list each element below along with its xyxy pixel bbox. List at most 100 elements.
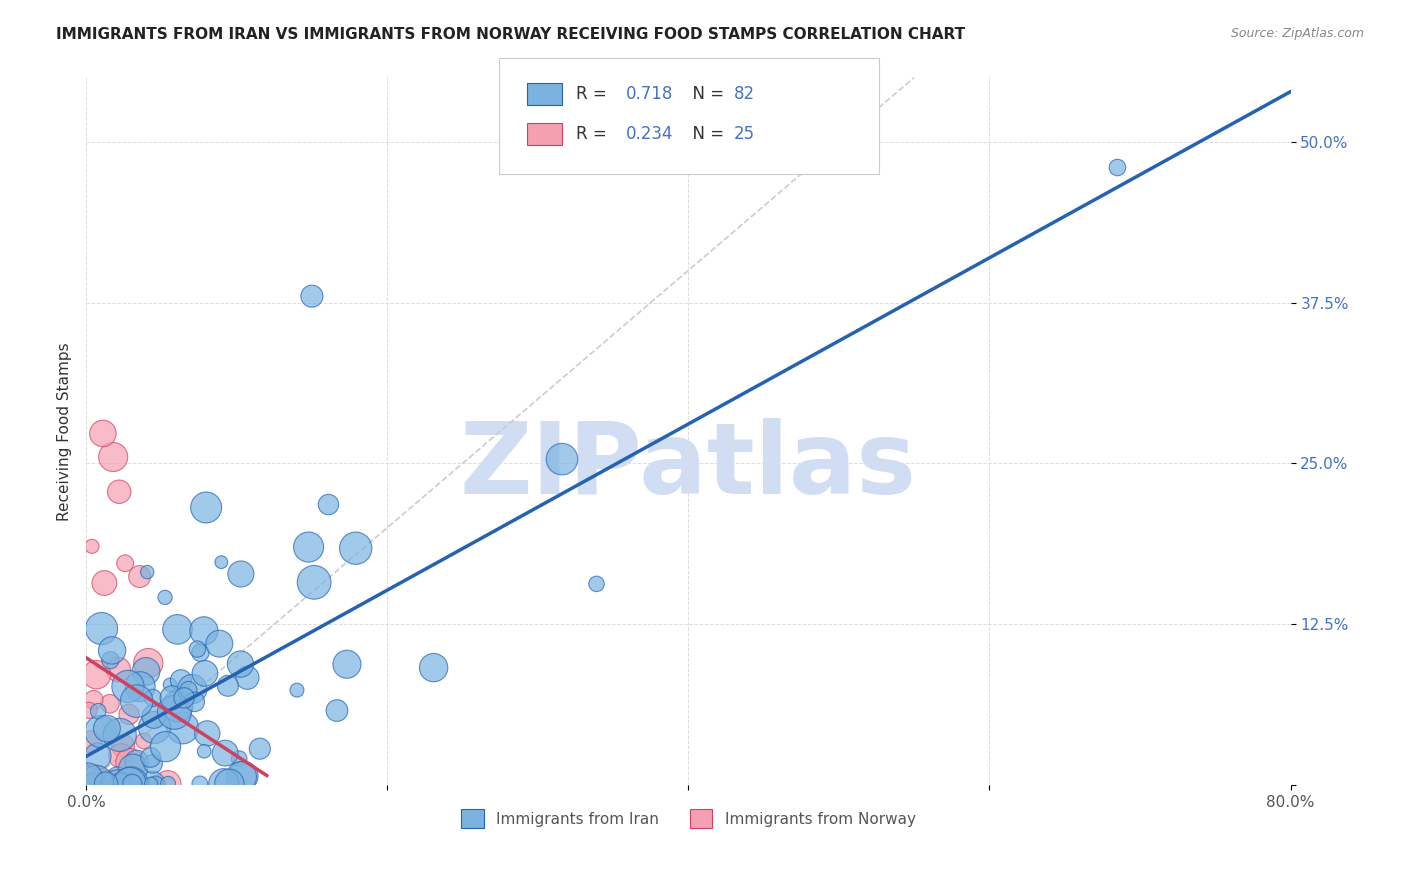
Text: N =: N = — [682, 85, 730, 103]
Point — [214, 746, 236, 760]
Point — [93, 576, 115, 591]
Point — [194, 666, 217, 681]
Point — [195, 500, 218, 515]
Point — [90, 622, 112, 636]
Text: ZIPatlas: ZIPatlas — [460, 418, 917, 516]
Point — [188, 777, 211, 791]
Text: R =: R = — [576, 85, 613, 103]
Point — [90, 724, 112, 739]
Text: Source: ZipAtlas.com: Source: ZipAtlas.com — [1230, 27, 1364, 40]
Text: 25: 25 — [734, 125, 755, 143]
Point — [128, 569, 150, 583]
Point — [142, 756, 165, 771]
Point — [344, 541, 367, 556]
Point — [136, 656, 159, 670]
Point — [80, 539, 103, 553]
Y-axis label: Receiving Food Stamps: Receiving Food Stamps — [58, 342, 72, 521]
Point — [157, 777, 180, 791]
Point — [181, 681, 204, 696]
Point — [82, 777, 104, 791]
Point — [94, 777, 117, 791]
Point — [121, 777, 143, 791]
Point — [98, 653, 121, 667]
Point — [318, 498, 340, 512]
Point — [209, 555, 232, 569]
Point — [124, 777, 146, 791]
Point — [186, 642, 208, 657]
Point — [229, 566, 252, 581]
Point — [208, 637, 231, 651]
Point — [117, 680, 139, 694]
Point — [145, 777, 167, 791]
Point — [249, 741, 271, 756]
Legend: Immigrants from Iran, Immigrants from Norway: Immigrants from Iran, Immigrants from No… — [456, 803, 922, 834]
Point — [108, 484, 131, 499]
Point — [301, 289, 323, 303]
Point — [97, 777, 120, 791]
Point — [229, 657, 252, 672]
Point — [91, 426, 114, 441]
Point — [83, 693, 105, 707]
Point — [228, 751, 250, 765]
Text: IMMIGRANTS FROM IRAN VS IMMIGRANTS FROM NORWAY RECEIVING FOOD STAMPS CORRELATION: IMMIGRANTS FROM IRAN VS IMMIGRANTS FROM … — [56, 27, 966, 42]
Point — [155, 739, 177, 754]
Point — [302, 575, 325, 590]
Point — [125, 694, 148, 708]
Point — [139, 750, 162, 764]
Point — [77, 703, 100, 717]
Point — [153, 591, 176, 605]
Text: N =: N = — [682, 125, 730, 143]
Point — [285, 683, 308, 698]
Point — [77, 770, 100, 784]
Point — [336, 657, 359, 672]
Point — [551, 452, 574, 467]
Point — [107, 663, 129, 677]
Point — [326, 704, 349, 718]
Point — [1107, 161, 1129, 175]
Point — [297, 540, 319, 554]
Point — [83, 772, 105, 787]
Point — [190, 646, 212, 660]
Point — [112, 739, 135, 753]
Point — [184, 695, 207, 709]
Point — [118, 756, 141, 770]
Point — [132, 734, 155, 748]
Point — [125, 755, 148, 769]
Point — [193, 624, 215, 638]
Point — [232, 769, 254, 783]
Point — [141, 777, 163, 791]
Point — [86, 775, 108, 789]
Point — [82, 777, 104, 791]
Point — [98, 697, 121, 711]
Point — [80, 734, 103, 748]
Point — [193, 744, 215, 758]
Point — [139, 777, 162, 791]
Point — [172, 721, 194, 735]
Point — [218, 777, 240, 791]
Point — [212, 777, 235, 791]
Point — [87, 704, 110, 718]
Point — [173, 690, 195, 705]
Point — [96, 722, 118, 736]
Point — [86, 667, 108, 681]
Point — [110, 748, 132, 763]
Point — [166, 623, 188, 637]
Point — [136, 565, 159, 579]
Point — [156, 777, 179, 791]
Point — [101, 643, 124, 657]
Text: 82: 82 — [734, 85, 755, 103]
Point — [143, 721, 166, 735]
Point — [177, 682, 200, 697]
Point — [118, 707, 141, 722]
Point — [98, 777, 121, 791]
Text: 0.718: 0.718 — [626, 85, 673, 103]
Point — [160, 690, 183, 705]
Point — [105, 770, 128, 784]
Point — [170, 673, 193, 688]
Point — [422, 660, 444, 674]
Point — [166, 699, 188, 714]
Point — [120, 777, 142, 791]
Point — [159, 678, 181, 692]
Point — [195, 726, 218, 740]
Point — [122, 762, 145, 776]
